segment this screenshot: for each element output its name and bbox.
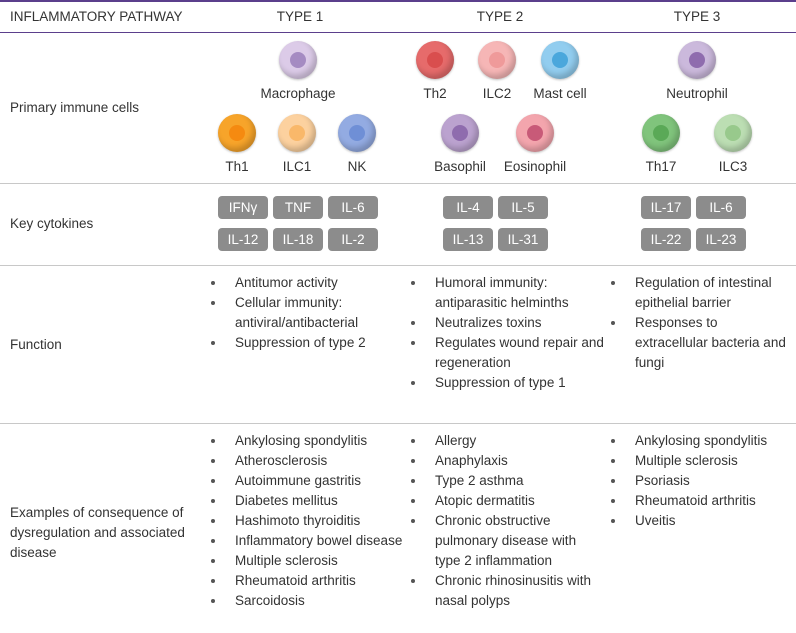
- bullet-item: Atherosclerosis: [205, 451, 405, 471]
- row-label: Function: [10, 337, 62, 352]
- cell-label: Th2: [423, 86, 447, 101]
- cell-icon: [278, 114, 316, 152]
- cytokine-tag: IL-4: [443, 196, 493, 219]
- cell-icon: [541, 41, 579, 79]
- header-type: TYPE 2: [476, 9, 524, 24]
- cell-label: NK: [347, 159, 367, 174]
- cell-label: ILC2: [482, 86, 512, 101]
- row-rule: [0, 423, 796, 424]
- bullet-item: Anaphylaxis: [405, 451, 605, 471]
- cell-icon: [516, 114, 554, 152]
- header-pathway: INFLAMMATORY PATHWAY: [10, 9, 183, 24]
- bullet-item: Regulation of intestinal epithelial barr…: [605, 273, 793, 313]
- cell-icon: [714, 114, 752, 152]
- bullet-item: Autoimmune gastritis: [205, 471, 405, 491]
- cell-icon: [478, 41, 516, 79]
- cell-icon: [416, 41, 454, 79]
- cell-icon: [279, 41, 317, 79]
- cell-core: [527, 125, 543, 141]
- bullet-item: Cellular immunity: antiviral/antibacteri…: [205, 293, 405, 333]
- bullet-item: Ankylosing spondylitis: [205, 431, 405, 451]
- bullet-item: Atopic dermatitis: [405, 491, 605, 511]
- cytokine-tag: IL-22: [641, 228, 691, 251]
- bullet-item: Type 2 asthma: [405, 471, 605, 491]
- bullet-item: Inflammatory bowel disease: [205, 531, 405, 551]
- bullet-item: Multiple sclerosis: [605, 451, 793, 471]
- bullet-list: Ankylosing spondylitis Multiple sclerosis…: [605, 431, 793, 531]
- cell-label: Basophil: [434, 159, 486, 174]
- bullet-item: Humoral immunity: antiparasitic helminth…: [405, 273, 605, 313]
- cell-core: [725, 125, 741, 141]
- bullet-item: Antitumor activity: [205, 273, 405, 293]
- bullet-item: Rheumatoid arthritis: [605, 491, 793, 511]
- bullet-item: Neutralizes toxins: [405, 313, 605, 333]
- bullet-item: Sarcoidosis: [205, 591, 405, 611]
- bullet-item: Multiple sclerosis: [205, 551, 405, 571]
- bullet-item: Ankylosing spondylitis: [605, 431, 793, 451]
- cell-core: [489, 52, 505, 68]
- cell-core: [289, 125, 305, 141]
- cell-label: Eosinophil: [503, 159, 567, 174]
- cytokine-tag: IL-2: [328, 228, 378, 251]
- cell-core: [653, 125, 669, 141]
- bullet-item: Allergy: [405, 431, 605, 451]
- header-rule: [0, 32, 796, 33]
- cell-label: Macrophage: [260, 86, 336, 101]
- row-label: Key cytokines: [10, 216, 94, 231]
- cell-label: Th1: [225, 159, 249, 174]
- top-rule: [0, 0, 796, 2]
- bullet-item: Psoriasis: [605, 471, 793, 491]
- row-label: Examples of consequence of dysregulation…: [10, 505, 185, 560]
- row-label: Primary immune cells: [10, 100, 140, 115]
- cytokine-tag: IL-18: [273, 228, 323, 251]
- cell-label: ILC1: [282, 159, 312, 174]
- bullet-item: Suppression of type 2: [205, 333, 405, 353]
- bullet-item: Uveitis: [605, 511, 793, 531]
- cytokine-tag: IL-23: [696, 228, 746, 251]
- cytokine-tag: IL-12: [218, 228, 268, 251]
- cytokine-tag: IL-6: [328, 196, 378, 219]
- cytokine-tag: IFNγ: [218, 196, 268, 219]
- cell-icon: [678, 41, 716, 79]
- header-type: TYPE 1: [276, 9, 324, 24]
- cell-icon: [441, 114, 479, 152]
- cell-icon: [338, 114, 376, 152]
- bullet-item: Chronic obstructive pulmonary disease wi…: [405, 511, 605, 571]
- cell-core: [452, 125, 468, 141]
- bullet-list: Ankylosing spondylitis Atherosclerosis Aut…: [205, 431, 405, 611]
- cell-label: Neutrophil: [666, 86, 728, 101]
- cell-core: [552, 52, 568, 68]
- bullet-item: Rheumatoid arthritis: [205, 571, 405, 591]
- bullet-item: Regulates wound repair and regeneration: [405, 333, 605, 373]
- cell-label: Mast cell: [533, 86, 587, 101]
- bullet-item: Responses to extracellular bacteria and …: [605, 313, 793, 373]
- cytokine-tag: IL-17: [641, 196, 691, 219]
- cytokine-tag: IL-13: [443, 228, 493, 251]
- cell-label: ILC3: [718, 159, 748, 174]
- cytokine-tag: TNF: [273, 196, 323, 219]
- row-rule: [0, 265, 796, 266]
- cytokine-tag: IL-31: [498, 228, 548, 251]
- cell-core: [689, 52, 705, 68]
- bullet-item: Suppression of type 1: [405, 373, 605, 393]
- bullet-list: Allergy Anaphylaxis Type 2 asthma Atopic de…: [405, 431, 605, 611]
- cell-label: Th17: [645, 159, 677, 174]
- bullet-list: Humoral immunity: antiparasitic helminth…: [405, 273, 605, 393]
- bullet-list: Regulation of intestinal epithelial barr…: [605, 273, 793, 373]
- bullet-list: Antitumor activity Cellular immunity: ant…: [205, 273, 405, 353]
- cell-core: [290, 52, 306, 68]
- cell-core: [427, 52, 443, 68]
- cytokine-tag: IL-6: [696, 196, 746, 219]
- row-rule: [0, 183, 796, 184]
- cell-icon: [218, 114, 256, 152]
- bullet-item: Chronic rhinosinusitis with nasal polyps: [405, 571, 605, 611]
- bullet-item: Hashimoto thyroiditis: [205, 511, 405, 531]
- cytokine-tag: IL-5: [498, 196, 548, 219]
- cell-icon: [642, 114, 680, 152]
- cell-core: [229, 125, 245, 141]
- bullet-item: Diabetes mellitus: [205, 491, 405, 511]
- cell-core: [349, 125, 365, 141]
- header-type: TYPE 3: [673, 9, 721, 24]
